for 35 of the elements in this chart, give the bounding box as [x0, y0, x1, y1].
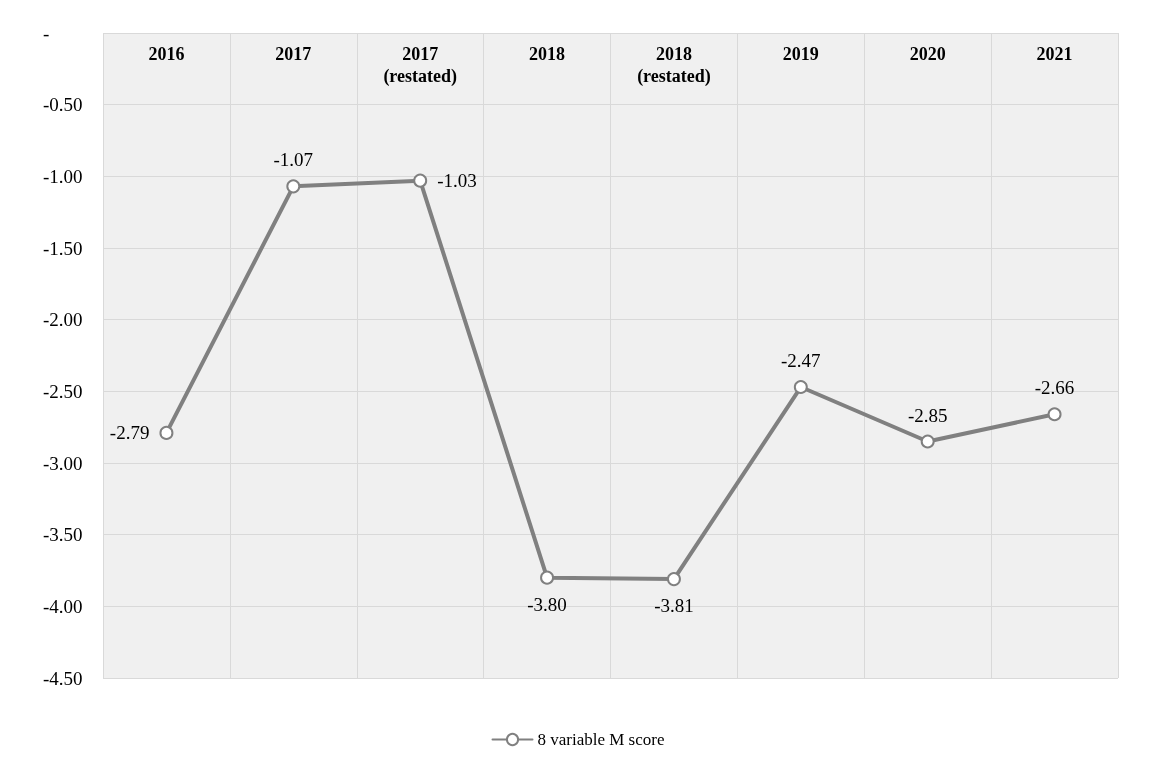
- data-label: -3.81: [654, 595, 694, 617]
- data-label: -3.80: [527, 593, 567, 615]
- point: [920, 434, 935, 449]
- point: [540, 570, 555, 585]
- x-tick-label: 2018: [529, 44, 566, 64]
- x-tick-label: 2021: [1036, 44, 1073, 64]
- y-tick-label: -4.50: [43, 667, 83, 689]
- data-label: -1.07: [273, 149, 314, 171]
- point: [1047, 407, 1062, 422]
- point: [666, 572, 681, 587]
- x-tick-label: 2017 (restated): [383, 44, 458, 87]
- x-tick-label: 2019: [782, 44, 819, 64]
- data-label: -2.47: [781, 350, 821, 372]
- point: [286, 179, 301, 194]
- y-tick-label: -2.50: [43, 380, 83, 402]
- data-label: -2.79: [109, 422, 150, 444]
- y-tick-label: -1.00: [43, 165, 83, 187]
- x-tick-label: 2018 (restated): [637, 44, 711, 87]
- x-tick-label: 2017: [275, 44, 312, 64]
- y-tick-label: -0.50: [43, 94, 83, 116]
- y-tick-label: -3.00: [43, 452, 83, 474]
- x-tick-label: 2020: [909, 44, 946, 64]
- point: [413, 173, 428, 188]
- x-tick-label: 2016: [148, 44, 185, 64]
- point: [159, 425, 174, 440]
- legend-label: 8 variable M score: [537, 730, 665, 749]
- y-tick-label: -: [43, 22, 50, 44]
- y-tick-label: -4.00: [43, 595, 83, 617]
- y-tick-label: -3.50: [43, 524, 83, 546]
- data-label: -2.66: [1034, 377, 1075, 399]
- y-tick-label: -2.00: [43, 309, 83, 331]
- data-label: -2.85: [907, 404, 948, 426]
- point: [793, 380, 808, 395]
- y-tick-label: -1.50: [43, 237, 83, 259]
- data-label: -1.03: [437, 170, 477, 192]
